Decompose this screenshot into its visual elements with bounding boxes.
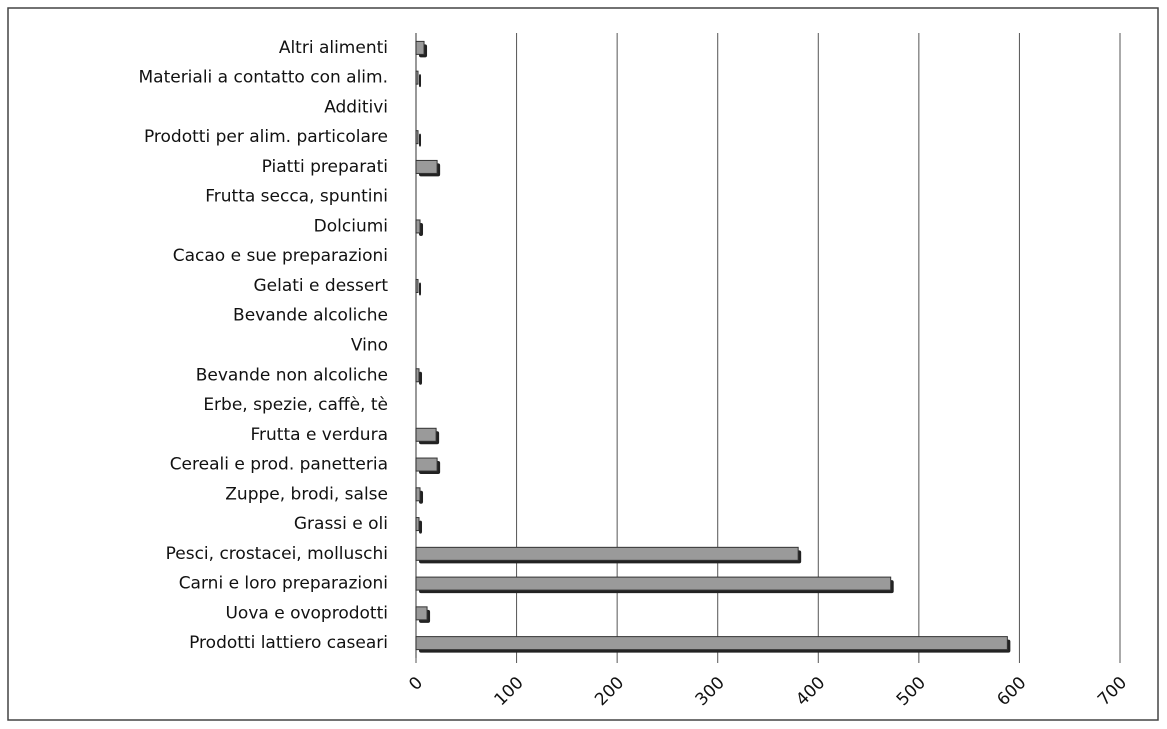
x-tick-label: 100	[491, 673, 528, 710]
bar	[415, 427, 437, 442]
x-tick-label: 400	[792, 673, 829, 710]
y-tick-label: Bevande alcoliche	[233, 306, 388, 326]
x-tick-label: 0	[405, 673, 427, 695]
y-tick-label: Materiali a contatto con alim.	[138, 68, 388, 88]
y-tick-label: Carni e loro preparazioni	[179, 574, 388, 594]
y-tick-label: Cacao e sue preparazioni	[173, 246, 388, 266]
bar-shadow	[419, 133, 422, 147]
bar	[415, 487, 421, 502]
bar	[415, 606, 428, 621]
bar	[415, 70, 419, 85]
bar	[415, 130, 419, 145]
x-tick-label: 500	[893, 673, 930, 710]
bar	[415, 457, 438, 472]
y-tick-label: Dolciumi	[314, 216, 388, 236]
y-tick-label: Frutta e verdura	[250, 425, 388, 445]
y-tick-label: Additivi	[324, 97, 388, 117]
bar	[415, 278, 419, 293]
bar-shadow	[419, 520, 423, 534]
bar	[415, 219, 421, 234]
y-tick-label: Uova e ovoprodotti	[225, 603, 388, 623]
x-tick-label: 600	[993, 673, 1030, 710]
bar	[415, 40, 425, 55]
y-tick-label: Frutta secca, spuntini	[205, 187, 388, 207]
y-tick-label: Grassi e oli	[294, 514, 388, 534]
bar	[415, 546, 799, 561]
y-tick-label: Gelati e dessert	[253, 276, 388, 296]
y-tick-label: Prodotti per alim. particolare	[144, 127, 388, 147]
y-tick-label: Cereali e prod. panetteria	[170, 455, 388, 475]
bar	[415, 636, 1008, 651]
x-tick-label: 300	[692, 673, 729, 710]
bar	[415, 576, 892, 591]
bar	[415, 159, 438, 174]
y-tick-label: Vino	[351, 336, 388, 356]
y-tick-label: Piatti preparati	[262, 157, 388, 177]
bar	[415, 368, 420, 383]
bar-shadow	[419, 74, 422, 88]
x-tick-label: 200	[591, 673, 628, 710]
x-tick-label: 700	[1094, 673, 1131, 710]
bar	[415, 517, 420, 532]
bar-shadow	[419, 282, 422, 296]
y-tick-label: Erbe, spezie, caffè, tè	[203, 395, 388, 415]
y-tick-label: Prodotti lattiero caseari	[189, 633, 388, 653]
y-tick-label: Altri alimenti	[279, 38, 388, 58]
y-tick-label: Pesci, crostacei, molluschi	[166, 544, 388, 564]
chart-frame	[7, 7, 1159, 721]
y-tick-label: Zuppe, brodi, salse	[225, 484, 388, 504]
bar-shadow	[419, 371, 423, 385]
y-tick-label: Bevande non alcoliche	[196, 365, 388, 385]
